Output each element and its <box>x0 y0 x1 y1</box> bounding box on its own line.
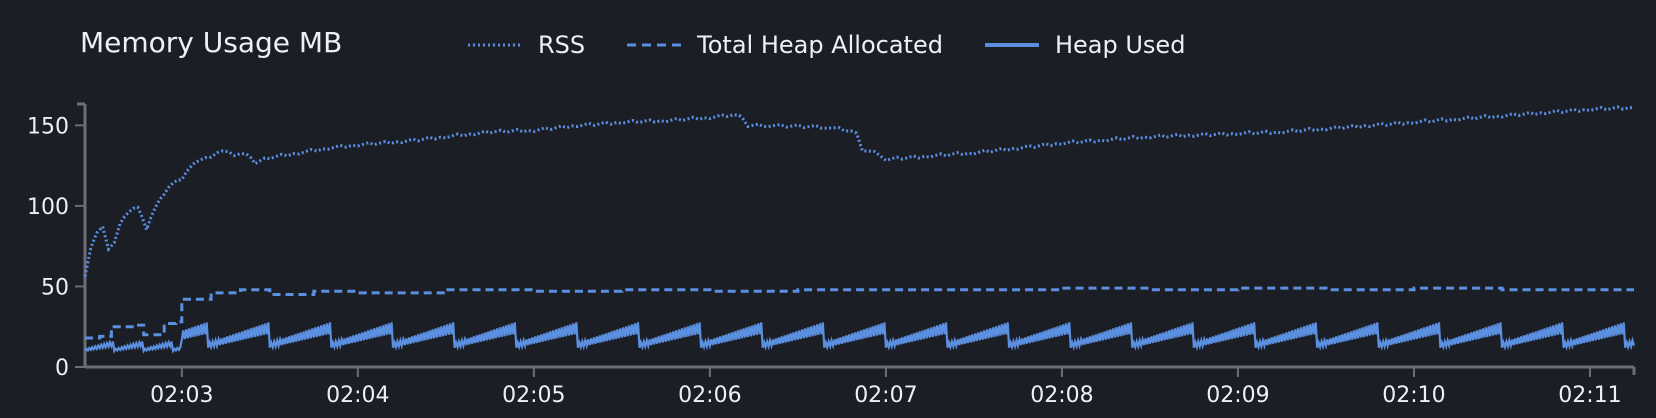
x-tick-label: 02:08 <box>1030 383 1093 408</box>
legend-item-total-heap[interactable]: Total Heap Allocated <box>625 31 943 59</box>
y-tick-label: 150 <box>27 114 69 139</box>
legend-label-total-heap: Total Heap Allocated <box>697 31 943 59</box>
legend-swatch-dotted <box>468 43 522 47</box>
legend-swatch-solid <box>984 43 1039 47</box>
series-rss-line <box>83 105 1635 277</box>
y-tick-label: 0 <box>55 356 69 381</box>
x-tick-label: 02:10 <box>1382 383 1445 408</box>
series-heap-used-line <box>84 322 1636 354</box>
legend-label-rss: RSS <box>538 31 586 59</box>
chart-title: Memory Usage MB <box>80 26 343 59</box>
legend-item-rss[interactable]: RSS <box>466 31 585 59</box>
y-tick-label: 50 <box>41 275 69 300</box>
y-tick-label: 100 <box>27 195 69 220</box>
x-tick-label: 02:05 <box>502 383 565 408</box>
legend-label-heap-used: Heap Used <box>1054 31 1186 59</box>
x-tick-label: 02:06 <box>678 383 741 408</box>
x-tick-label: 02:09 <box>1206 383 1269 408</box>
legend: RSS Total Heap Allocated Heap Used <box>466 30 1225 60</box>
series-total-heap-line <box>85 286 1634 340</box>
x-tick-label: 02:07 <box>854 383 917 408</box>
legend-item-heap-used[interactable]: Heap Used <box>983 31 1185 59</box>
x-tick-label: 02:11 <box>1558 383 1621 408</box>
x-tick-label: 02:03 <box>150 383 213 408</box>
legend-swatch-dashed <box>627 43 682 47</box>
x-tick-label: 02:04 <box>326 383 389 408</box>
